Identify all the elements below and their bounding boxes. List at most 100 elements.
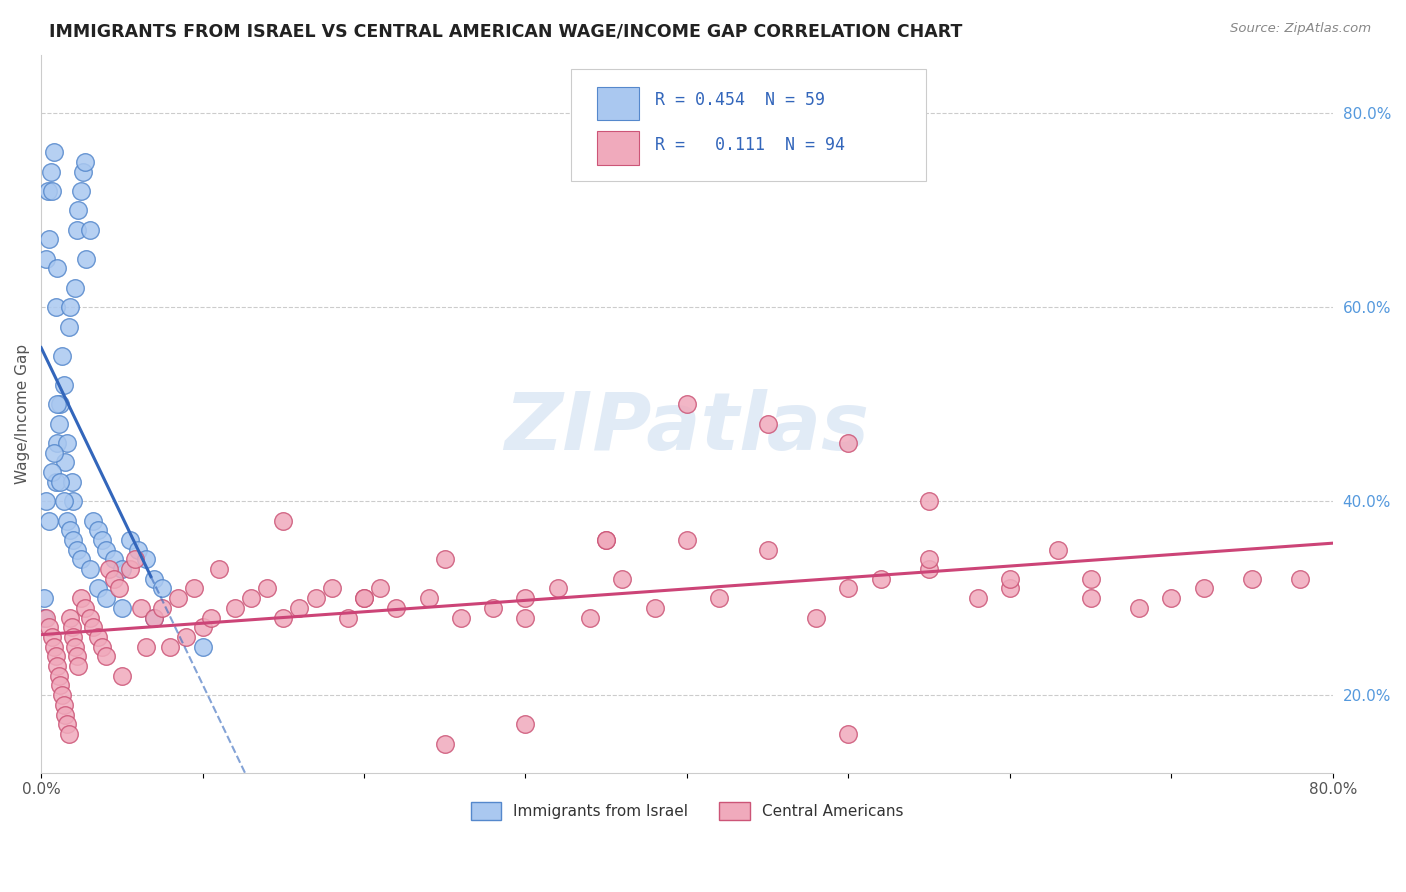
Point (240, 591, 263, 606)
Point (111, 562, 134, 576)
Point (176, 630, 198, 644)
Point (709, 591, 731, 606)
Point (97, 562, 120, 576)
Text: IMMIGRANTS FROM ISRAEL VS CENTRAL AMERICAN WAGE/INCOME GAP CORRELATION CHART: IMMIGRANTS FROM ISRAEL VS CENTRAL AMERIC… (49, 22, 963, 40)
Point (51, 688, 73, 702)
Point (676, 397, 699, 411)
Point (37, 184, 59, 198)
Point (45, 300, 67, 314)
Text: R = 0.454  N = 59: R = 0.454 N = 59 (655, 91, 825, 110)
Point (45, 475, 67, 489)
Point (42, 640, 65, 654)
Point (353, 591, 375, 606)
Point (52, 698, 75, 712)
Point (482, 600, 505, 615)
Point (82, 620, 104, 634)
Point (72, 164, 94, 178)
Point (1241, 572, 1264, 586)
Point (60, 620, 83, 634)
Y-axis label: Wage/Income Gap: Wage/Income Gap (15, 344, 30, 484)
Point (66, 649, 89, 664)
Point (82, 514, 104, 528)
Point (271, 514, 294, 528)
Point (321, 582, 343, 596)
Point (547, 582, 569, 596)
Point (107, 582, 129, 596)
Point (46, 659, 69, 673)
Point (70, 184, 93, 198)
Point (385, 600, 408, 615)
Point (63, 281, 86, 295)
Point (103, 572, 125, 586)
Point (35, 610, 58, 624)
Point (998, 582, 1021, 596)
Point (86, 582, 108, 596)
Point (353, 591, 375, 606)
Point (756, 417, 779, 431)
Point (271, 610, 294, 624)
Point (208, 562, 231, 576)
Point (52, 494, 75, 508)
Point (63, 640, 86, 654)
Point (53, 455, 76, 469)
Point (49, 475, 72, 489)
Point (515, 717, 537, 731)
Point (48, 417, 70, 431)
FancyBboxPatch shape (571, 70, 927, 181)
Point (67, 659, 90, 673)
Point (103, 552, 125, 566)
Point (167, 591, 190, 606)
Point (433, 552, 456, 566)
Point (183, 582, 205, 596)
Point (45, 649, 67, 664)
Point (52, 377, 75, 392)
Point (612, 572, 634, 586)
Point (94, 649, 117, 664)
Point (433, 737, 456, 751)
Point (1047, 542, 1070, 557)
Point (837, 582, 859, 596)
Point (1080, 572, 1102, 586)
Point (368, 582, 391, 596)
Point (143, 610, 166, 624)
Point (46, 436, 69, 450)
Point (1192, 582, 1215, 596)
Point (111, 669, 134, 683)
Point (59, 610, 82, 624)
Point (224, 600, 246, 615)
Point (56, 436, 79, 450)
Point (998, 572, 1021, 586)
Point (42, 446, 65, 460)
Point (918, 494, 941, 508)
Point (595, 533, 617, 547)
Point (191, 620, 214, 634)
Point (288, 600, 311, 615)
Point (756, 542, 779, 557)
Point (46, 397, 69, 411)
Point (118, 533, 141, 547)
Point (1128, 600, 1150, 615)
Point (1289, 572, 1312, 586)
Bar (596, 131, 640, 164)
Point (41, 184, 63, 198)
Point (676, 533, 699, 547)
Point (41, 465, 63, 479)
Point (73, 600, 96, 615)
Point (59, 524, 82, 538)
Point (70, 552, 93, 566)
Point (62, 533, 84, 547)
Point (124, 552, 146, 566)
Point (869, 572, 891, 586)
Point (66, 223, 89, 237)
Point (135, 552, 157, 566)
Point (59, 300, 82, 314)
Point (39, 164, 62, 178)
Point (79, 610, 101, 624)
Point (48, 669, 70, 683)
Point (41, 630, 63, 644)
Point (94, 542, 117, 557)
Point (56, 514, 79, 528)
Point (129, 600, 152, 615)
Point (143, 610, 166, 624)
Point (191, 640, 214, 654)
